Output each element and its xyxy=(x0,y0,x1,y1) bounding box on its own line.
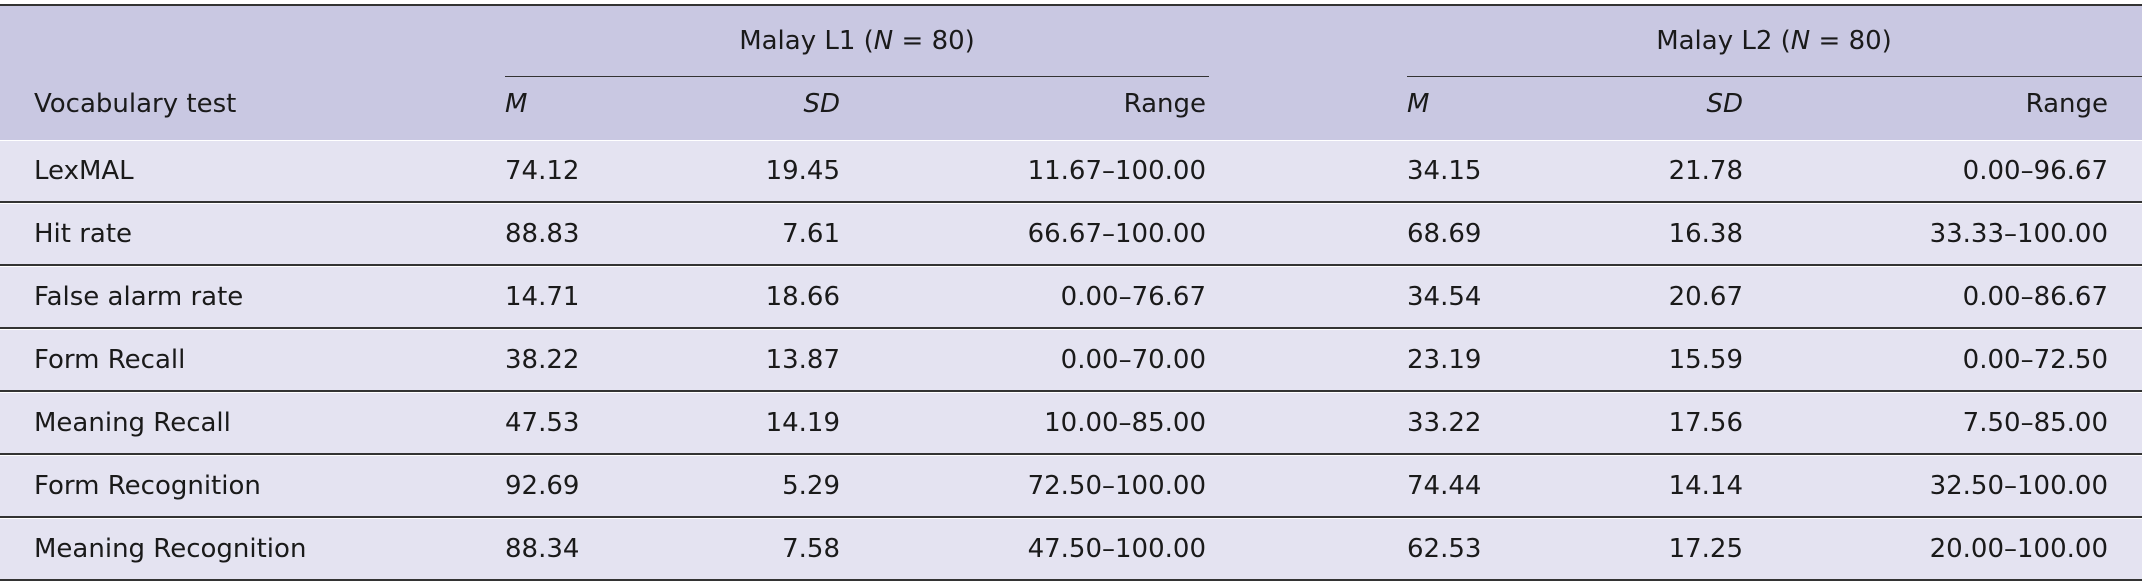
cell-value: 92.69 xyxy=(505,471,580,501)
cell-value: 18.66 xyxy=(765,282,840,312)
cell-value: 0.00–70.00 xyxy=(1060,345,1206,375)
row-band xyxy=(0,519,2142,581)
cell-value: 66.67–100.00 xyxy=(1027,219,1206,249)
cell-value: 20.00–100.00 xyxy=(1929,534,2108,564)
cell-value: 74.12 xyxy=(505,156,580,186)
cell-value: 5.29 xyxy=(782,471,840,501)
cell-value: 62.53 xyxy=(1407,534,1482,564)
cell-value: 0.00–96.67 xyxy=(1962,156,2108,186)
cell-value: 34.54 xyxy=(1407,282,1482,312)
cell-value: 15.59 xyxy=(1668,345,1743,375)
group-header-part: Malay L2 ( xyxy=(1656,26,1791,56)
column-header: SD xyxy=(1706,89,1743,119)
cell-value: 17.56 xyxy=(1668,408,1743,438)
group-header-part: = 80) xyxy=(1810,26,1892,56)
row-label: Meaning Recognition xyxy=(34,534,307,564)
cell-value: 16.38 xyxy=(1668,219,1743,249)
column-header: M xyxy=(1407,89,1430,119)
cell-value: 47.53 xyxy=(505,408,580,438)
cell-value: 23.19 xyxy=(1407,345,1482,375)
group-header: Malay L1 (N = 80) xyxy=(657,26,1057,56)
row-label: Form Recall xyxy=(34,345,186,375)
cell-value: 0.00–86.67 xyxy=(1962,282,2108,312)
cell-value: 10.00–85.00 xyxy=(1044,408,1206,438)
cell-value: 47.50–100.00 xyxy=(1027,534,1206,564)
group-header-part: Malay L1 ( xyxy=(739,26,874,56)
group-header: Malay L2 (N = 80) xyxy=(1574,26,1974,56)
column-header: M xyxy=(505,89,528,119)
cell-value: 72.50–100.00 xyxy=(1027,471,1206,501)
group-header-part: N xyxy=(1790,26,1811,56)
group-header-part: N xyxy=(873,26,894,56)
cell-value: 19.45 xyxy=(765,156,840,186)
cell-value: 13.87 xyxy=(765,345,840,375)
cell-value: 17.25 xyxy=(1668,534,1743,564)
column-header: Vocabulary test xyxy=(34,89,237,119)
cell-value: 0.00–72.50 xyxy=(1962,345,2108,375)
cell-value: 68.69 xyxy=(1407,219,1482,249)
row-label: LexMAL xyxy=(34,156,134,186)
column-header: SD xyxy=(803,89,840,119)
cell-value: 74.44 xyxy=(1407,471,1482,501)
row-band xyxy=(0,141,2142,203)
row-band xyxy=(0,393,2142,455)
row-label: Form Recognition xyxy=(34,471,261,501)
cell-value: 7.58 xyxy=(782,534,840,564)
cell-value: 7.50–85.00 xyxy=(1962,408,2108,438)
column-header: Range xyxy=(1123,89,1206,119)
cell-value: 21.78 xyxy=(1668,156,1743,186)
row-label: False alarm rate xyxy=(34,282,244,312)
cell-value: 11.67–100.00 xyxy=(1027,156,1206,186)
cell-value: 88.34 xyxy=(505,534,580,564)
row-band xyxy=(0,456,2142,518)
column-header: Range xyxy=(2025,89,2108,119)
row-band xyxy=(0,267,2142,329)
cell-value: 38.22 xyxy=(505,345,580,375)
cell-value: 32.50–100.00 xyxy=(1929,471,2108,501)
cell-value: 14.71 xyxy=(505,282,580,312)
cell-value: 14.14 xyxy=(1668,471,1743,501)
cell-value: 0.00–76.67 xyxy=(1060,282,1206,312)
group-rule xyxy=(505,76,1209,77)
cell-value: 20.67 xyxy=(1668,282,1743,312)
row-band xyxy=(0,204,2142,266)
row-band xyxy=(0,330,2142,392)
group-rule xyxy=(1407,76,2142,77)
header-band xyxy=(0,4,2142,140)
cell-value: 7.61 xyxy=(782,219,840,249)
cell-value: 14.19 xyxy=(765,408,840,438)
row-label: Meaning Recall xyxy=(34,408,231,438)
cell-value: 88.83 xyxy=(505,219,580,249)
cell-value: 33.22 xyxy=(1407,408,1482,438)
cell-value: 34.15 xyxy=(1407,156,1482,186)
row-label: Hit rate xyxy=(34,219,133,249)
cell-value: 33.33–100.00 xyxy=(1929,219,2108,249)
group-header-part: = 80) xyxy=(893,26,975,56)
